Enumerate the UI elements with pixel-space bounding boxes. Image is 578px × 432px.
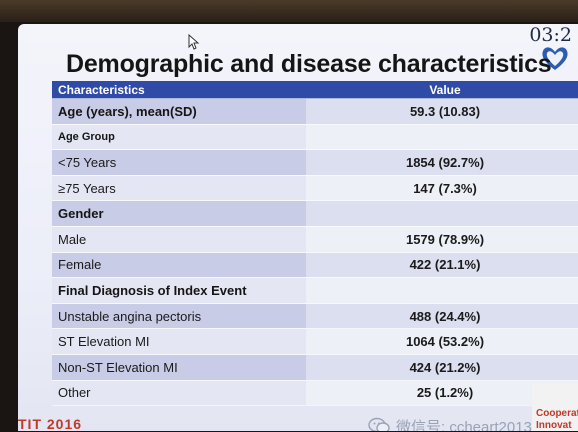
table-row: Non-ST Elevation MI 424 (21.2%) xyxy=(52,354,578,381)
column-header-characteristics: Characteristics xyxy=(58,82,145,97)
table-row: Female 422 (21.1%) xyxy=(52,252,578,279)
cooperation-banner-fragment: Cooperat Innovat xyxy=(532,384,578,431)
row-label: ST Elevation MI xyxy=(58,334,150,350)
row-label: Age (years), mean(SD) xyxy=(58,103,197,119)
row-label: Age Group xyxy=(58,130,115,143)
row-value xyxy=(306,124,578,150)
table-row: <75 Years 1854 (92.7%) xyxy=(52,150,578,176)
row-label: Final Diagnosis of Index Event xyxy=(58,282,247,298)
row-value xyxy=(306,278,578,303)
wechat-watermark: 微信号: ccheart2013 xyxy=(368,415,532,431)
table-header-row: Characteristics Value xyxy=(52,81,578,99)
row-value: 1064 (53.2%) xyxy=(306,329,578,354)
row-label: Gender xyxy=(58,206,104,222)
row-value: 1579 (78.9%) xyxy=(306,226,578,252)
row-label: Male xyxy=(58,231,87,247)
slide-title: Demographic and disease characteristics xyxy=(66,50,552,78)
row-value: 422 (21.1%) xyxy=(306,252,578,278)
row-label: ≥75 Years xyxy=(58,180,116,196)
projector-bezel xyxy=(0,0,578,22)
table-row: Age (years), mean(SD) 59.3 (10.83) xyxy=(52,99,578,125)
table-row: Other 25 (1.2%) xyxy=(52,380,578,407)
row-label: <75 Years xyxy=(58,154,117,170)
row-value: 59.3 (10.83) xyxy=(306,99,578,124)
table-row: Male 1579 (78.9%) xyxy=(52,226,578,253)
row-value: 147 (7.3%) xyxy=(306,175,578,201)
table-row: Unstable angina pectoris 488 (24.4%) xyxy=(52,303,578,330)
clock-overlay: 03:2 xyxy=(529,24,572,46)
row-label: Other xyxy=(58,385,91,401)
characteristics-table: Characteristics Value Age (years), mean(… xyxy=(52,81,578,407)
row-value: 424 (21.2%) xyxy=(306,354,578,380)
row-value xyxy=(306,201,578,226)
column-header-value: Value xyxy=(429,82,461,97)
wechat-icon xyxy=(368,417,390,431)
row-label: Non-ST Elevation MI xyxy=(58,359,178,375)
mouse-pointer-icon xyxy=(188,34,200,50)
row-value: 488 (24.4%) xyxy=(306,303,578,329)
table-row: ≥75 Years 147 (7.3%) xyxy=(52,175,578,202)
heart-logo-icon xyxy=(542,47,568,70)
table-row: Age Group xyxy=(52,124,578,151)
table-row: ST Elevation MI 1064 (53.2%) xyxy=(52,329,578,355)
table-row: Gender xyxy=(52,201,578,227)
table-row: Final Diagnosis of Index Event xyxy=(52,278,578,304)
row-label: Female xyxy=(58,257,102,273)
watermark-text: 微信号: ccheart2013 xyxy=(396,418,532,432)
row-label: Unstable angina pectoris xyxy=(58,308,202,324)
row-value: 1854 (92.7%) xyxy=(306,150,578,175)
slide: 03:2 Demographic and disease characteris… xyxy=(18,24,578,431)
conference-logo-fragment: TIT 2016 xyxy=(18,416,83,432)
